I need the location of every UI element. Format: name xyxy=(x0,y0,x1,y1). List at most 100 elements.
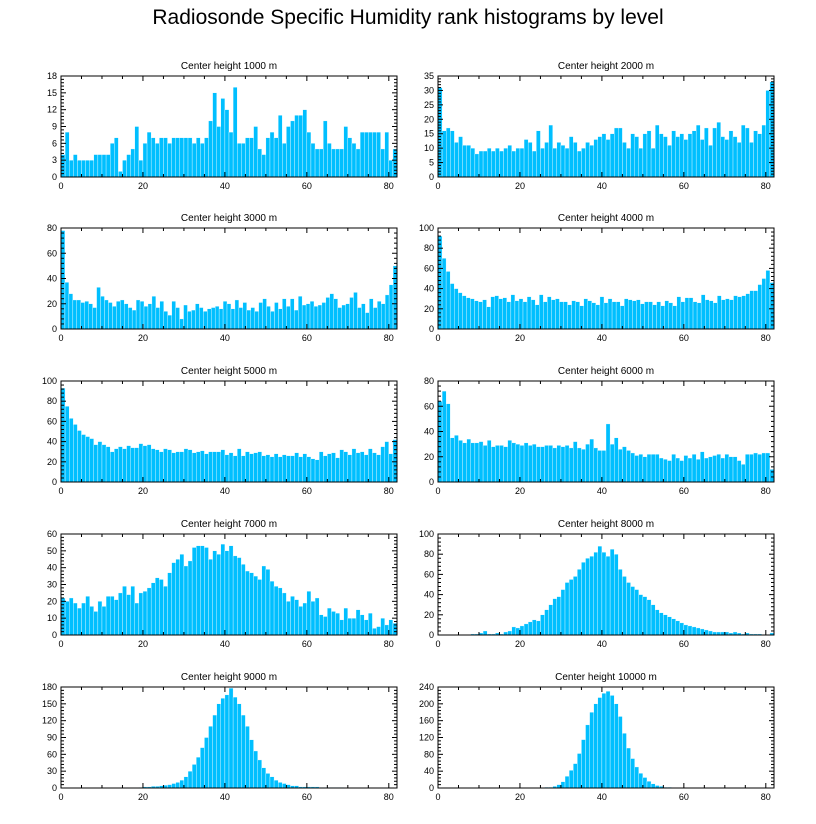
histogram-bar xyxy=(503,147,508,178)
histogram-bar xyxy=(318,451,324,483)
histogram-bar xyxy=(341,304,346,330)
histogram-bar xyxy=(507,145,512,178)
histogram-bar xyxy=(163,586,168,636)
histogram-bar xyxy=(577,753,582,789)
histogram-bar xyxy=(683,139,689,178)
histogram-bar xyxy=(310,601,316,636)
histogram-bar xyxy=(298,296,303,330)
histogram-bar xyxy=(282,298,287,330)
y-tick-label: 0 xyxy=(52,630,57,640)
histogram-bar xyxy=(228,545,234,636)
histogram-bar xyxy=(712,127,717,178)
histogram-bar xyxy=(696,302,702,330)
x-tick-label: 40 xyxy=(220,486,230,496)
histogram-bar xyxy=(372,628,377,636)
y-tick-label: 200 xyxy=(419,699,434,709)
x-tick-label: 40 xyxy=(220,333,230,343)
y-tick-label: 40 xyxy=(47,563,57,573)
histogram-bar xyxy=(753,130,758,178)
panel-title: Center height 4000 m xyxy=(558,213,654,224)
histogram-bar xyxy=(228,452,234,483)
histogram-bar xyxy=(745,127,750,178)
histogram-bar xyxy=(179,137,185,178)
histogram-bar xyxy=(667,145,672,178)
histogram-bar xyxy=(224,694,230,789)
x-tick-label: 40 xyxy=(220,639,230,649)
x-tick-label: 20 xyxy=(515,639,525,649)
plot-frame xyxy=(437,227,775,330)
histogram-bar xyxy=(310,143,316,178)
histogram-bar xyxy=(705,299,710,330)
histogram-bar xyxy=(327,607,332,636)
histogram-bar xyxy=(237,448,242,483)
histogram-bar xyxy=(708,456,713,483)
histogram-bar xyxy=(249,572,254,636)
histogram-bar xyxy=(656,301,661,330)
y-tick-label: 20 xyxy=(424,114,434,124)
histogram-bar xyxy=(555,298,560,330)
histogram-bar xyxy=(388,284,394,330)
histogram-bar xyxy=(634,589,639,636)
histogram-bar xyxy=(622,142,627,178)
histogram-bar xyxy=(462,442,467,483)
histogram-bar xyxy=(650,783,656,789)
histogram-bar xyxy=(519,625,525,636)
histogram-bar xyxy=(269,580,275,636)
histogram-bar xyxy=(109,143,115,178)
histogram-bar xyxy=(495,147,500,178)
histogram-bar xyxy=(216,554,221,636)
histogram-bar xyxy=(679,622,685,636)
histogram-bar xyxy=(482,630,488,636)
histogram-bar xyxy=(675,620,680,636)
histogram-bar xyxy=(60,597,66,636)
histogram-bar xyxy=(466,297,471,330)
histogram-bar xyxy=(105,446,111,483)
histogram-bar xyxy=(175,451,181,483)
histogram-bar xyxy=(736,142,742,178)
histogram-bar xyxy=(626,747,631,789)
histogram-bar xyxy=(97,154,103,178)
histogram-bar xyxy=(126,594,131,636)
histogram-bar xyxy=(323,616,328,636)
histogram-bar xyxy=(207,308,212,330)
histogram-bar xyxy=(654,124,660,178)
histogram-bar xyxy=(124,303,129,330)
histogram-bar xyxy=(622,576,627,636)
histogram-bar xyxy=(294,309,299,330)
histogram-bar xyxy=(135,299,141,330)
histogram-bar xyxy=(246,309,251,330)
x-tick-label: 80 xyxy=(384,181,394,191)
histogram-bar xyxy=(146,444,152,483)
histogram-bar xyxy=(640,303,645,330)
histogram-bar xyxy=(688,297,694,330)
histogram-bar xyxy=(114,448,119,483)
histogram-bar xyxy=(351,448,357,483)
histogram-bar xyxy=(446,127,451,178)
histogram-bar xyxy=(611,301,617,330)
y-tick-label: 3 xyxy=(52,155,57,165)
histogram-bar xyxy=(712,455,717,483)
histogram-bar xyxy=(183,565,189,636)
histogram-bar xyxy=(104,299,109,330)
histogram-bar xyxy=(491,446,496,483)
histogram-bar xyxy=(695,627,701,636)
histogram-bar xyxy=(187,137,193,178)
histogram-bar xyxy=(73,602,78,636)
histogram-bar xyxy=(478,441,484,483)
histogram-bar xyxy=(171,562,176,636)
histogram-panel-7: Center height 7000 m 0 20 40 60 80 0 10 20 30 40 50… xyxy=(47,519,398,649)
histogram-bar xyxy=(277,456,283,483)
histogram-bar xyxy=(474,153,480,178)
histogram-bar xyxy=(708,145,713,178)
histogram-bar xyxy=(241,714,246,789)
histogram-bar xyxy=(632,300,637,330)
histogram-bar xyxy=(593,447,598,483)
histogram-bar xyxy=(482,299,487,330)
histogram-bar xyxy=(134,602,140,636)
histogram-bar xyxy=(634,766,639,789)
histogram-bar xyxy=(187,770,193,789)
histogram-bar xyxy=(230,308,236,330)
histogram-bar xyxy=(441,390,447,483)
histogram-bar xyxy=(664,300,669,330)
histogram-bar xyxy=(700,451,705,483)
